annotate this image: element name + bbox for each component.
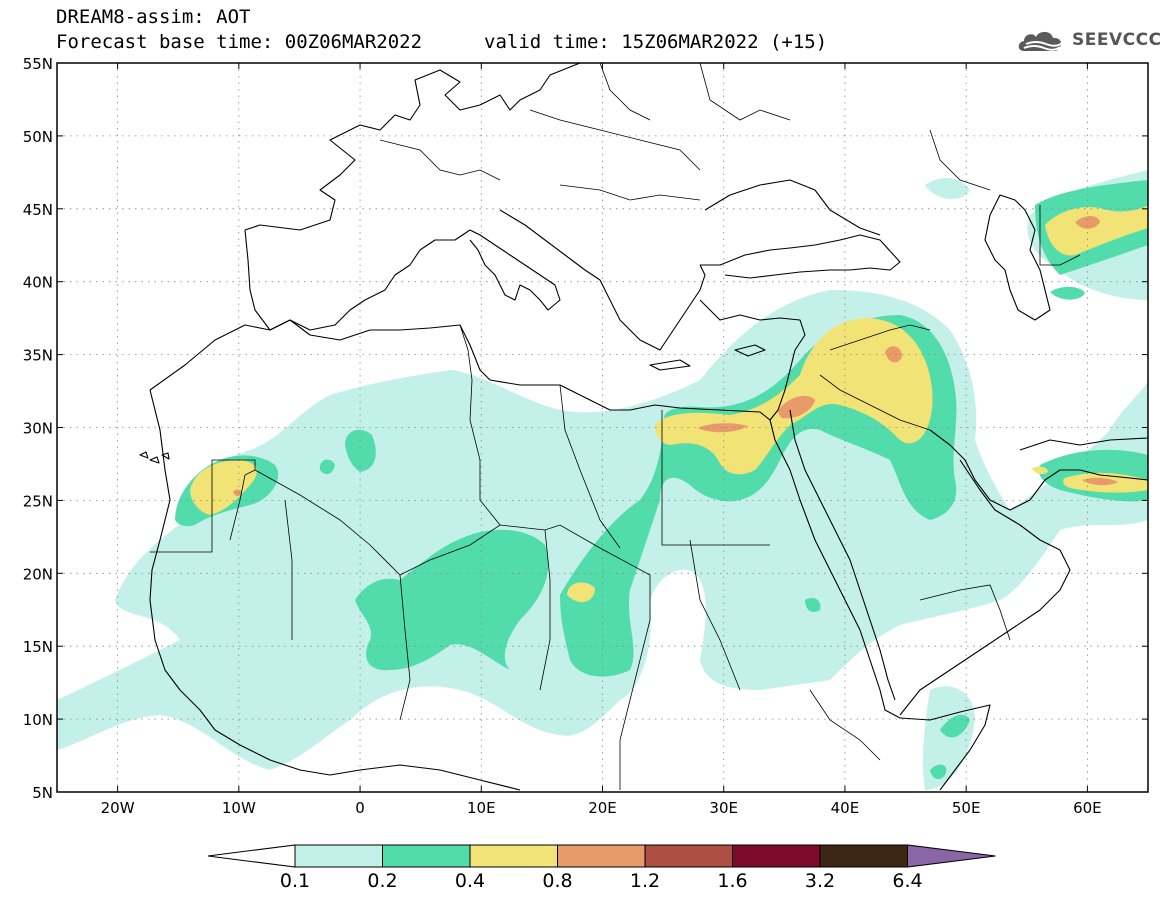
colorbar-label: 0.1 — [280, 870, 310, 892]
lon-label: 40E — [831, 799, 860, 817]
lat-label: 10N — [23, 711, 53, 729]
colorbar-bin — [819, 844, 908, 868]
lon-label: 10E — [467, 799, 496, 817]
colorbar-bin — [644, 844, 733, 868]
country-borders — [150, 63, 1081, 790]
colorbar-label: 1.2 — [630, 870, 660, 892]
aot-shading — [57, 170, 1148, 790]
lon-label: 60E — [1073, 799, 1102, 817]
aot-level-0.4 — [190, 205, 1148, 603]
lat-label: 50N — [23, 128, 53, 146]
cloud-icon — [1018, 31, 1063, 51]
forecast-base-time: Forecast base time: 00Z06MAR2022 — [56, 31, 423, 53]
axis-ticks — [57, 62, 1148, 793]
colorbar-under-arrow — [207, 844, 296, 868]
lon-label: 10W — [222, 799, 256, 817]
map-title: DREAM8-assim: AOT — [56, 6, 251, 28]
colorbar-bin — [732, 844, 821, 868]
logo: SEEVCCC — [1016, 26, 1162, 54]
colorbar-over-arrow — [907, 844, 996, 868]
lat-label: 45N — [23, 201, 53, 219]
colorbar-labels: 0.1 0.2 0.4 0.8 1.2 1.6 3.2 6.4 — [280, 870, 923, 892]
lon-label: 20W — [101, 799, 135, 817]
colorbar-label: 0.4 — [455, 870, 485, 892]
gridlines — [57, 63, 1148, 792]
lat-label: 15N — [23, 638, 53, 656]
colorbar-label: 0.2 — [367, 870, 397, 892]
colorbar — [207, 844, 996, 868]
lon-label: 0 — [355, 799, 365, 817]
lat-label: 20N — [23, 565, 53, 583]
lat-label: 35N — [23, 347, 53, 365]
lat-label: 40N — [23, 274, 53, 292]
coastlines — [139, 63, 1148, 791]
lat-label: 55N — [23, 55, 53, 73]
colorbar-label: 1.6 — [717, 870, 747, 892]
aot-level-0.8 — [233, 216, 1118, 497]
logo-text: SEEVCCC — [1072, 30, 1162, 50]
colorbar-label: 6.4 — [892, 870, 922, 892]
colorbar-bin — [557, 844, 646, 868]
lon-label: 50E — [952, 799, 981, 817]
colorbar-label: 3.2 — [805, 870, 835, 892]
colorbar-bin — [469, 844, 558, 868]
colorbar-bin — [382, 844, 471, 868]
colorbar-bin — [294, 844, 383, 868]
lat-label: 25N — [23, 492, 53, 510]
latitude-labels: 55N 50N 45N 40N 35N 30N 25N 20N 15N 10N 5N — [23, 55, 53, 802]
valid-time: valid time: 15Z06MAR2022 (+15) — [484, 31, 828, 53]
colorbar-label: 0.8 — [542, 870, 572, 892]
lon-label: 20E — [588, 799, 617, 817]
longitude-labels: 20W 10W 0 10E 20E 30E 40E 50E 60E — [101, 799, 1102, 817]
lat-label: 5N — [32, 784, 53, 802]
lon-label: 30E — [709, 799, 738, 817]
lat-label: 30N — [23, 420, 53, 438]
